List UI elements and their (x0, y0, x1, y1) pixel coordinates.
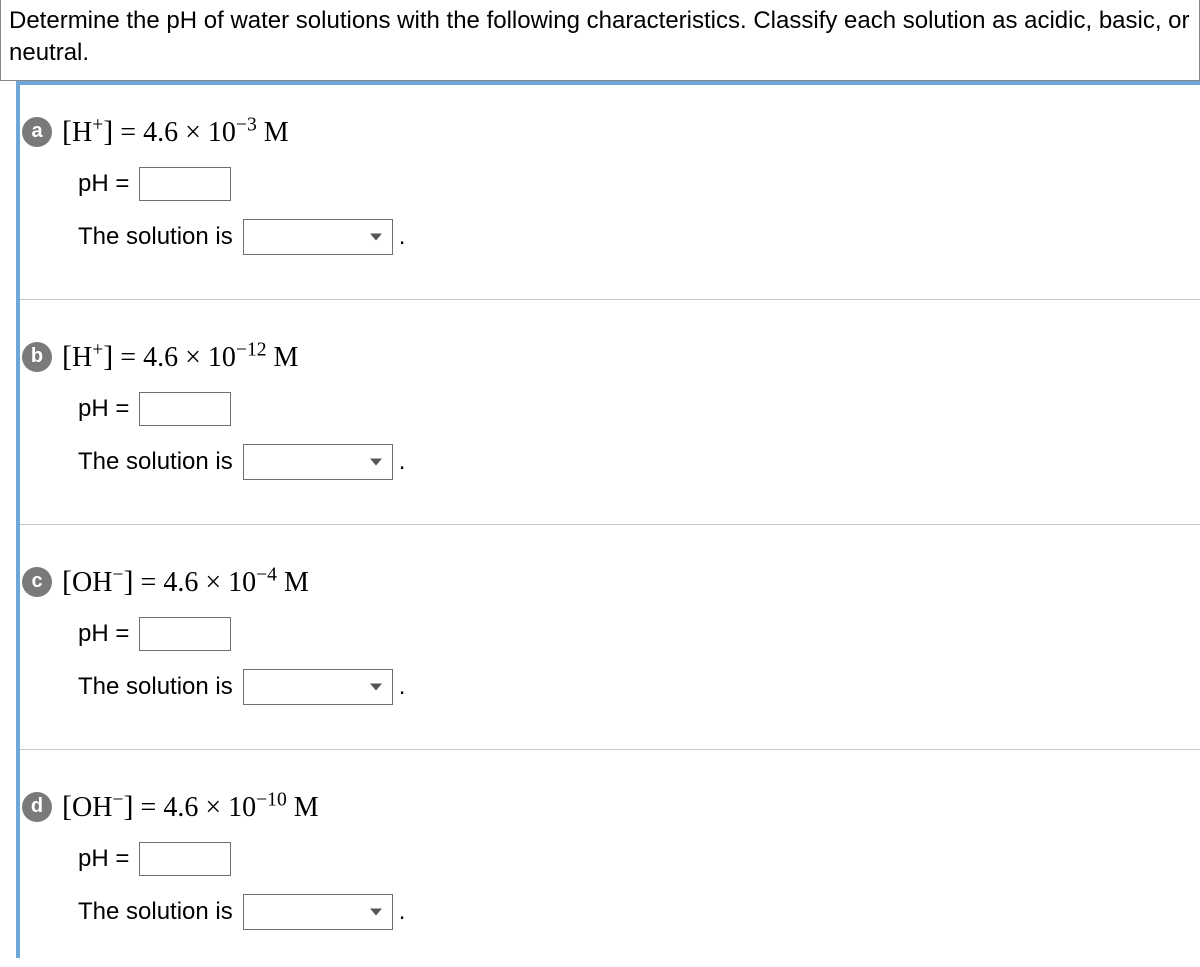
classify-label: The solution is (78, 448, 233, 476)
parts-container: a [H+] = 4.6 × 10−3 M pH = The solution … (16, 81, 1200, 958)
part-badge-d: d (22, 792, 52, 822)
part-c-formula: [OH−] = 4.6 × 10−4 M (62, 565, 309, 599)
classify-label: The solution is (78, 223, 233, 251)
part-d-ph-row: pH = (78, 842, 1180, 876)
ph-label: pH = (78, 845, 129, 873)
ph-label: pH = (78, 170, 129, 198)
chevron-down-icon (370, 233, 382, 240)
part-a-given: a [H+] = 4.6 × 10−3 M (22, 115, 1180, 149)
classify-label: The solution is (78, 673, 233, 701)
part-b-ph-input[interactable] (139, 392, 231, 426)
part-a-ph-row: pH = (78, 167, 1180, 201)
part-c-classification-select[interactable] (243, 669, 393, 705)
part-a: a [H+] = 4.6 × 10−3 M pH = The solution … (20, 115, 1200, 300)
ph-label: pH = (78, 620, 129, 648)
classify-label: The solution is (78, 898, 233, 926)
chevron-down-icon (370, 908, 382, 915)
part-a-ph-input[interactable] (139, 167, 231, 201)
part-d-ph-input[interactable] (139, 842, 231, 876)
part-a-class-row: The solution is . (78, 219, 1180, 255)
part-badge-a: a (22, 117, 52, 147)
period: . (399, 223, 406, 251)
part-d: d [OH−] = 4.6 × 10−10 M pH = The solutio… (20, 790, 1200, 958)
part-c-ph-input[interactable] (139, 617, 231, 651)
part-b-ph-row: pH = (78, 392, 1180, 426)
part-d-class-row: The solution is . (78, 894, 1180, 930)
part-b-class-row: The solution is . (78, 444, 1180, 480)
part-badge-c: c (22, 567, 52, 597)
part-c-class-row: The solution is . (78, 669, 1180, 705)
part-d-given: d [OH−] = 4.6 × 10−10 M (22, 790, 1180, 824)
period: . (399, 898, 406, 926)
part-c: c [OH−] = 4.6 × 10−4 M pH = The solution… (20, 565, 1200, 750)
part-b-given: b [H+] = 4.6 × 10−12 M (22, 340, 1180, 374)
part-b: b [H+] = 4.6 × 10−12 M pH = The solution… (20, 340, 1200, 525)
part-d-classification-select[interactable] (243, 894, 393, 930)
part-a-classification-select[interactable] (243, 219, 393, 255)
part-b-formula: [H+] = 4.6 × 10−12 M (62, 340, 298, 374)
period: . (399, 448, 406, 476)
part-a-formula: [H+] = 4.6 × 10−3 M (62, 115, 289, 149)
ph-label: pH = (78, 395, 129, 423)
chevron-down-icon (370, 458, 382, 465)
part-b-classification-select[interactable] (243, 444, 393, 480)
part-d-formula: [OH−] = 4.6 × 10−10 M (62, 790, 319, 824)
part-c-given: c [OH−] = 4.6 × 10−4 M (22, 565, 1180, 599)
period: . (399, 673, 406, 701)
question-text: Determine the pH of water solutions with… (9, 7, 1190, 66)
part-c-ph-row: pH = (78, 617, 1180, 651)
chevron-down-icon (370, 683, 382, 690)
part-badge-b: b (22, 342, 52, 372)
question-header: Determine the pH of water solutions with… (0, 0, 1200, 81)
